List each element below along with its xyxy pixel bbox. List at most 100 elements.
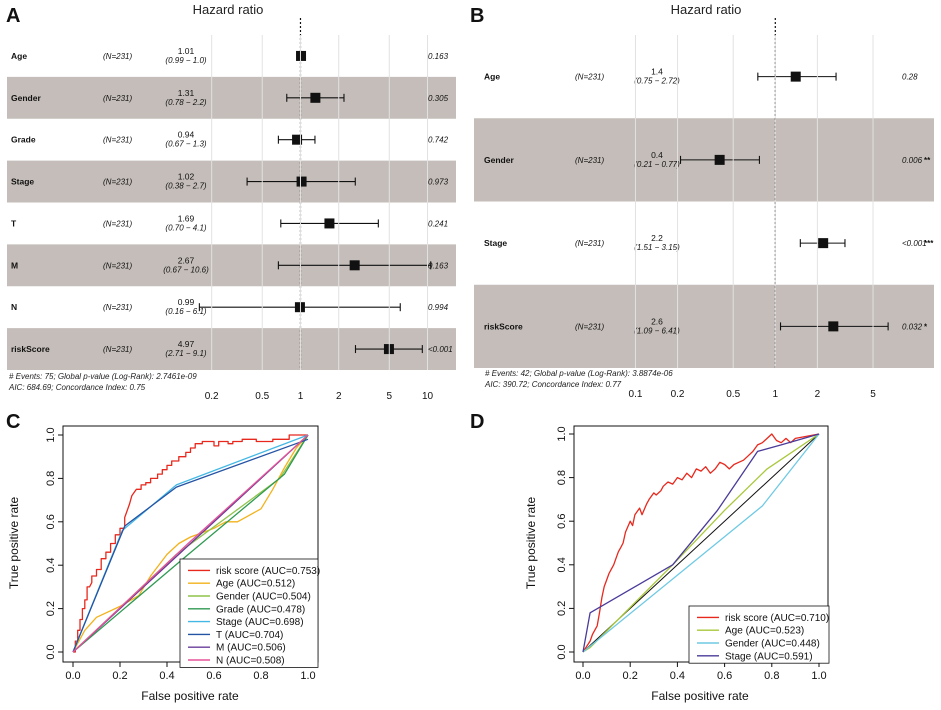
roc-legend-label: Age (AUC=0.512) <box>216 579 295 590</box>
forest-row-hr: 1.4 <box>651 67 663 77</box>
forest-a-footnote-events: # Events: 75; Global p-value (Log-Rank):… <box>9 372 197 381</box>
roc-x-tick-label: 0.8 <box>253 670 268 682</box>
forest-b-footnote-events: # Events: 42; Global p-value (Log-Rank):… <box>485 369 673 378</box>
forest-point-square <box>790 71 801 82</box>
forest-b-title: Hazard ratio <box>671 2 742 17</box>
forest-tick-label: 10 <box>422 391 434 402</box>
forest-row-ci: (0.75 − 2.72) <box>634 77 680 86</box>
roc-x-tick-label: 0.2 <box>623 670 638 682</box>
roc-x-tick-label: 0.2 <box>112 670 127 682</box>
roc-y-tick-label: 0.0 <box>556 644 568 659</box>
forest-point-square <box>349 260 360 271</box>
forest-row-hr: 0.4 <box>651 150 663 160</box>
forest-row-label: Age <box>11 51 27 61</box>
forest-row-ci: (0.67 − 1.3) <box>165 140 206 149</box>
roc-legend-label: T (AUC=0.704) <box>216 630 283 641</box>
forest-tick-label: 1 <box>298 391 304 402</box>
forest-row-ci: (0.16 − 6.1) <box>165 307 206 316</box>
forest-point-square <box>324 218 335 229</box>
forest-row-hr: 1.01 <box>178 46 195 56</box>
forest-row-pvalue: 0.28 <box>902 73 918 82</box>
forest-row-label: Gender <box>484 155 514 165</box>
forest-row-ci: (2.71 − 9.1) <box>165 349 206 358</box>
roc-y-tick-label: 0.0 <box>45 644 57 659</box>
forest-point-square <box>818 238 829 249</box>
roc-legend-label: risk score (AUC=0.753) <box>216 566 320 577</box>
forest-row-n: (N=231) <box>103 52 132 61</box>
forest-tick-label: 0.2 <box>205 391 219 402</box>
roc-y-tick-label: 0.4 <box>45 558 57 573</box>
roc-y-tick-label: 0.2 <box>556 601 568 616</box>
forest-row-ci: (0.70 − 4.1) <box>165 223 206 232</box>
roc-c-xlabel: False positive rate <box>141 689 239 703</box>
forest-row-label: T <box>11 218 17 228</box>
roc-y-tick-label: 1.0 <box>556 426 568 441</box>
roc-legend-label: Gender (AUC=0.504) <box>216 592 311 603</box>
forest-tick-label: 2 <box>336 391 342 402</box>
forest-row-label: N <box>11 302 17 312</box>
forest-row-pvalue: 0.994 <box>428 303 449 312</box>
forest-row-ci: (0.67 − 10.6) <box>163 265 209 274</box>
forest-tick-label: 0.1 <box>629 389 643 400</box>
roc-legend-label: M (AUC=0.506) <box>216 643 286 654</box>
forest-row-label: Gender <box>11 93 41 103</box>
forest-row-hr: 2.2 <box>651 233 663 243</box>
forest-row-ci: (0.99 − 1.0) <box>165 56 206 65</box>
forest-row-n: (N=231) <box>575 156 604 165</box>
forest-plot-a: Hazard ratio Age (N=231) 1.01(0.99 − 1.0) 0… <box>7 2 456 402</box>
forest-tick-label: 0.5 <box>255 391 269 402</box>
forest-row-pvalue: 0.241 <box>428 219 448 228</box>
forest-tick-label: 0.2 <box>671 389 685 400</box>
roc-d-xlabel: False positive rate <box>651 689 749 703</box>
roc-c-ylabel: True positive rate <box>7 497 21 590</box>
forest-row-n: (N=231) <box>103 178 132 187</box>
roc-series-line <box>582 433 820 653</box>
forest-row-label: M <box>11 260 18 270</box>
forest-row-significance: *** <box>924 239 934 248</box>
panel-letter-b: B <box>470 5 484 27</box>
forest-row-n: (N=231) <box>103 345 132 354</box>
forest-row-label: Stage <box>484 238 507 248</box>
roc-legend-label: Gender (AUC=0.448) <box>725 639 820 650</box>
roc-legend-label: Stage (AUC=0.698) <box>216 617 304 628</box>
forest-point-square <box>296 176 307 187</box>
forest-row-label: riskScore <box>484 321 523 331</box>
roc-legend-label: Stage (AUC=0.591) <box>725 651 813 662</box>
forest-tick-label: 2 <box>815 389 821 400</box>
forest-row-shading <box>7 76 456 119</box>
roc-legend-box <box>179 558 319 668</box>
forest-row-ci: (1.51 − 3.15) <box>634 243 680 252</box>
roc-legend-label: N (AUC=0.508) <box>216 656 285 667</box>
forest-row-hr: 0.94 <box>178 130 195 140</box>
roc-x-tick-label: 0.0 <box>575 670 590 682</box>
forest-row-pvalue: 0.163 <box>428 261 449 270</box>
forest-row-pvalue: 0.032 <box>902 322 923 331</box>
forest-tick-label: 5 <box>386 391 392 402</box>
forest-row-ci: (0.78 − 2.2) <box>165 98 206 107</box>
forest-row-label: Stage <box>11 177 34 187</box>
forest-row-pvalue: 0.742 <box>428 136 449 145</box>
forest-row-label: Age <box>484 72 500 82</box>
roc-legend-box <box>688 605 830 664</box>
forest-point-square <box>292 134 303 145</box>
forest-row-ci: (1.09 − 6.41) <box>634 326 680 335</box>
roc-x-tick-label: 0.6 <box>717 670 732 682</box>
roc-y-tick-label: 1.0 <box>45 427 57 442</box>
panel-letter-d: D <box>470 411 484 433</box>
forest-tick-label: 0.5 <box>726 389 740 400</box>
forest-row-n: (N=231) <box>575 239 604 248</box>
roc-x-tick-label: 0.0 <box>65 670 80 682</box>
roc-series-line <box>582 433 820 653</box>
forest-row-pvalue: 0.163 <box>428 52 449 61</box>
forest-point-square <box>828 321 839 332</box>
roc-x-tick-label: 0.6 <box>206 670 221 682</box>
forest-row-significance: * <box>924 322 928 331</box>
forest-row-pvalue: 0.973 <box>428 178 449 187</box>
forest-row-label: Grade <box>11 135 36 145</box>
forest-row-significance: ** <box>924 156 931 165</box>
forest-plot-b: Hazard ratio Age (N=231) 1.4(0.75 − 2.72) 0… <box>474 2 934 400</box>
forest-row-ci: (0.38 − 2.7) <box>165 182 206 191</box>
forest-row-hr: 0.99 <box>178 297 195 307</box>
forest-row-n: (N=231) <box>103 261 132 270</box>
